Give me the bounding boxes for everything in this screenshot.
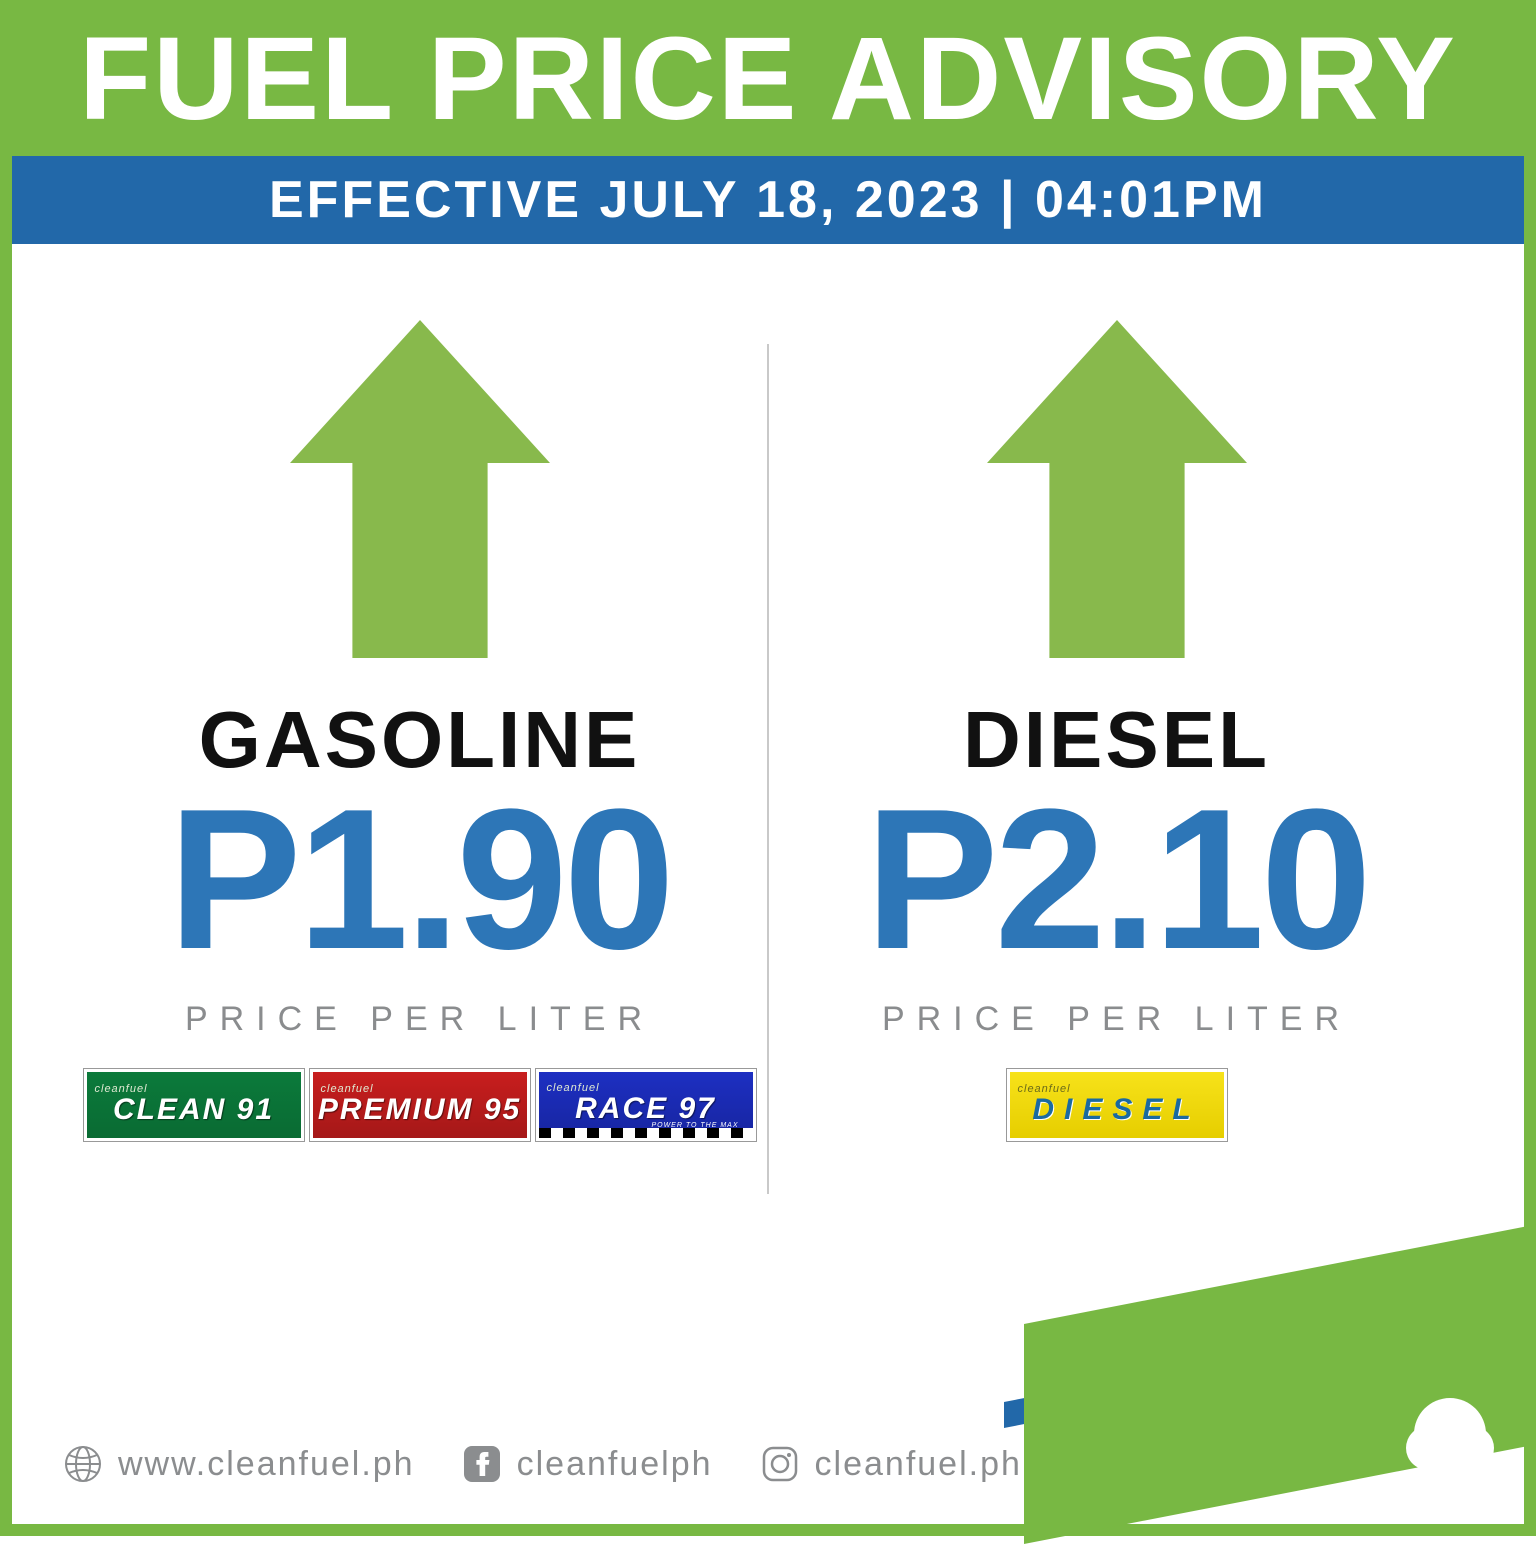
gasoline-price: P1.90: [168, 780, 671, 980]
footer-website: www.cleanfuel.ph: [62, 1443, 415, 1485]
badge-clean-91: cleanfuel CLEAN 91: [84, 1069, 304, 1141]
gasoline-unit: PRICE PER LITER: [185, 1000, 654, 1039]
badge-name: PREMIUM 95: [318, 1093, 521, 1127]
gasoline-badges: cleanfuel CLEAN 91 cleanfuel PREMIUM 95 …: [84, 1069, 756, 1141]
footer-facebook: cleanfuelph: [461, 1443, 713, 1485]
badge-name: DIESEL: [1032, 1093, 1200, 1127]
effective-date-bar: EFFECTIVE JULY 18, 2023 | 04:01PM: [12, 156, 1524, 244]
badge-premium-95: cleanfuel PREMIUM 95: [310, 1069, 530, 1141]
diesel-price: P2.10: [865, 780, 1368, 980]
badge-name: CLEAN 91: [113, 1093, 274, 1127]
arrow-up-icon: [987, 314, 1247, 664]
globe-icon: [62, 1443, 104, 1485]
title-bar: FUEL PRICE ADVISORY: [12, 12, 1524, 156]
diesel-unit: PRICE PER LITER: [882, 1000, 1351, 1039]
badge-name: RACE 97: [575, 1092, 716, 1126]
diesel-badges: cleanfuel DIESEL: [1007, 1069, 1227, 1141]
page-title: FUEL PRICE ADVISORY: [79, 13, 1457, 145]
footer-links: www.cleanfuel.ph cleanfuelph cleanfuel.p…: [12, 1404, 1524, 1524]
main-content: GASOLINE P1.90 PRICE PER LITER cleanfuel…: [12, 244, 1524, 1334]
footer-website-text: www.cleanfuel.ph: [118, 1445, 415, 1484]
diesel-column: DIESEL P2.10 PRICE PER LITER cleanfuel D…: [769, 284, 1464, 1314]
badge-race-97: cleanfuel RACE 97 POWER TO THE MAX: [536, 1069, 756, 1141]
instagram-icon: [759, 1443, 801, 1485]
badge-diesel: cleanfuel DIESEL: [1007, 1069, 1227, 1141]
arrow-up-icon: [290, 314, 550, 664]
footer-facebook-text: cleanfuelph: [517, 1445, 713, 1484]
footer-instagram-text: cleanfuel.ph: [815, 1445, 1022, 1484]
effective-date-text: EFFECTIVE JULY 18, 2023 | 04:01PM: [269, 171, 1267, 229]
gasoline-column: GASOLINE P1.90 PRICE PER LITER cleanfuel…: [72, 284, 767, 1314]
footer-instagram: cleanfuel.ph: [759, 1443, 1022, 1485]
checker-pattern-icon: [539, 1128, 753, 1138]
facebook-icon: [461, 1443, 503, 1485]
